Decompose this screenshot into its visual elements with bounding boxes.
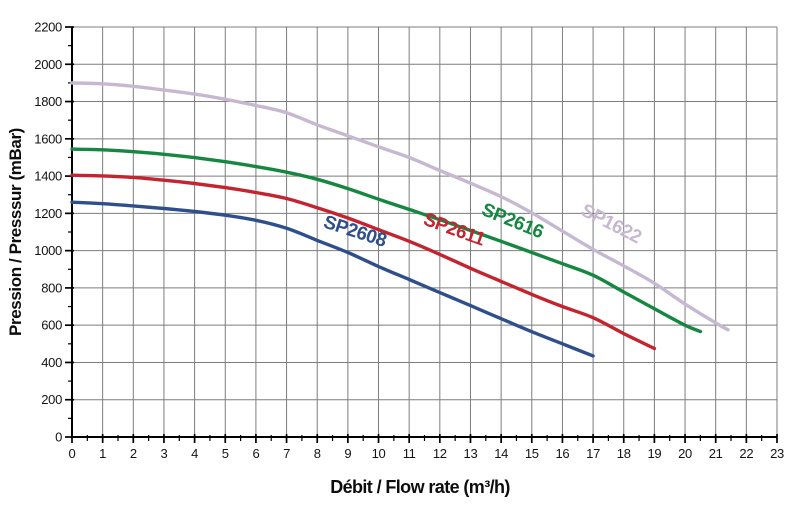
x-tick-label: 16 <box>555 446 569 461</box>
label-SP1622: SP1622 <box>577 200 644 248</box>
x-tick-label: 20 <box>678 446 692 461</box>
x-tick-label: 6 <box>252 446 259 461</box>
x-tick-label: 22 <box>739 446 753 461</box>
x-tick-label: 15 <box>525 446 539 461</box>
curve-SP2611 <box>70 173 657 351</box>
curve-SP2616 <box>70 147 703 334</box>
x-tick-label: 0 <box>69 446 76 461</box>
tick-labels: 0200400600800100012001400160018002000220… <box>34 20 784 462</box>
y-tick-label: 1600 <box>34 131 62 146</box>
y-tick-label: 1200 <box>34 206 62 221</box>
y-tick-label: 1000 <box>34 243 62 258</box>
x-tick-label: 1 <box>99 446 106 461</box>
x-tick-label: 2 <box>130 446 137 461</box>
label-SP2611: SP2611 <box>421 209 489 251</box>
y-tick-label: 2000 <box>34 57 62 72</box>
curve-SP2608 <box>70 200 595 358</box>
y-tick-label: 800 <box>41 280 62 295</box>
x-tick-label: 10 <box>372 446 386 461</box>
axis-ticks <box>65 26 778 443</box>
x-tick-label: 18 <box>617 446 631 461</box>
y-tick-label: 400 <box>41 355 62 370</box>
y-tick-label: 200 <box>41 392 62 407</box>
x-tick-label: 17 <box>586 446 600 461</box>
curve-SP1622 <box>70 81 730 332</box>
y-tick-label: 1400 <box>34 169 62 184</box>
y-tick-label: 1800 <box>34 94 62 109</box>
x-tick-label: 12 <box>433 446 447 461</box>
x-tick-label: 5 <box>222 446 229 461</box>
grid-lines <box>72 26 778 437</box>
x-tick-label: 13 <box>464 446 478 461</box>
y-tick-label: 0 <box>55 430 62 445</box>
y-tick-label: 600 <box>41 318 62 333</box>
x-tick-label: 4 <box>191 446 198 461</box>
x-tick-label: 11 <box>403 446 416 461</box>
axes <box>71 27 777 438</box>
x-tick-label: 8 <box>314 446 321 461</box>
x-tick-label: 9 <box>344 446 351 461</box>
series-curves <box>70 81 730 358</box>
x-tick-label: 21 <box>709 446 723 461</box>
x-tick-label: 14 <box>494 446 508 461</box>
x-tick-label: 23 <box>770 446 784 461</box>
x-tick-label: 3 <box>160 446 167 461</box>
x-tick-label: 19 <box>647 446 661 461</box>
x-tick-label: 7 <box>283 446 290 461</box>
y-tick-label: 2200 <box>34 20 62 35</box>
